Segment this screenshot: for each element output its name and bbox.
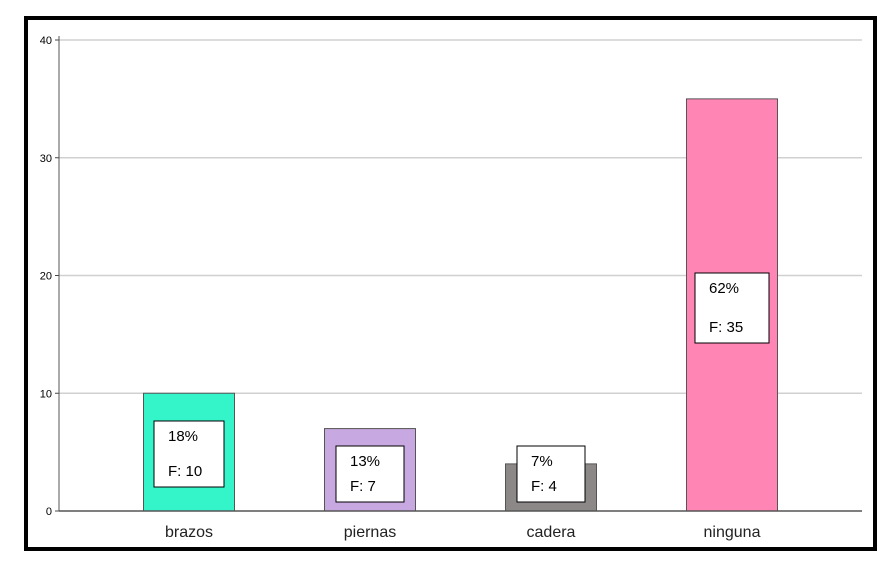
data-label-box (694, 272, 770, 344)
data-label-box (516, 445, 586, 503)
y-axis-ticks: 0 10 20 30 40 (40, 35, 59, 518)
data-label-percent: 62% (709, 280, 739, 297)
data-label-frequency: F: 10 (168, 463, 202, 480)
bars (143, 98, 778, 512)
data-label-piernas: 13% F: 7 (335, 445, 405, 503)
x-category-label: piernas (344, 524, 396, 541)
x-category-label: ninguna (704, 524, 761, 541)
x-category-label: brazos (165, 524, 213, 541)
y-tick-label: 0 (46, 506, 52, 518)
y-tick-label: 10 (40, 388, 52, 400)
data-label-ninguna: 62% F: 35 (694, 272, 770, 344)
data-label-percent: 13% (350, 453, 380, 470)
data-label-cadera: 7% F: 4 (516, 445, 586, 503)
y-tick-label: 30 (40, 153, 52, 165)
x-category-label: cadera (527, 524, 576, 541)
data-label-frequency: F: 35 (709, 319, 743, 336)
data-label-percent: 18% (168, 428, 198, 445)
data-label-frequency: F: 4 (531, 478, 557, 495)
data-label-frequency: F: 7 (350, 478, 376, 495)
data-label-brazos: 18% F: 10 (153, 420, 225, 488)
data-label-percent: 7% (531, 453, 553, 470)
y-tick-label: 20 (40, 271, 52, 283)
x-axis-categories: brazos piernas cadera ninguna (165, 524, 761, 541)
y-tick-label: 40 (40, 35, 52, 47)
data-labels: 18% F: 10 13% F: 7 7% F: 4 62% F: 35 (153, 272, 770, 503)
data-label-box (153, 420, 225, 488)
data-label-box (335, 445, 405, 503)
